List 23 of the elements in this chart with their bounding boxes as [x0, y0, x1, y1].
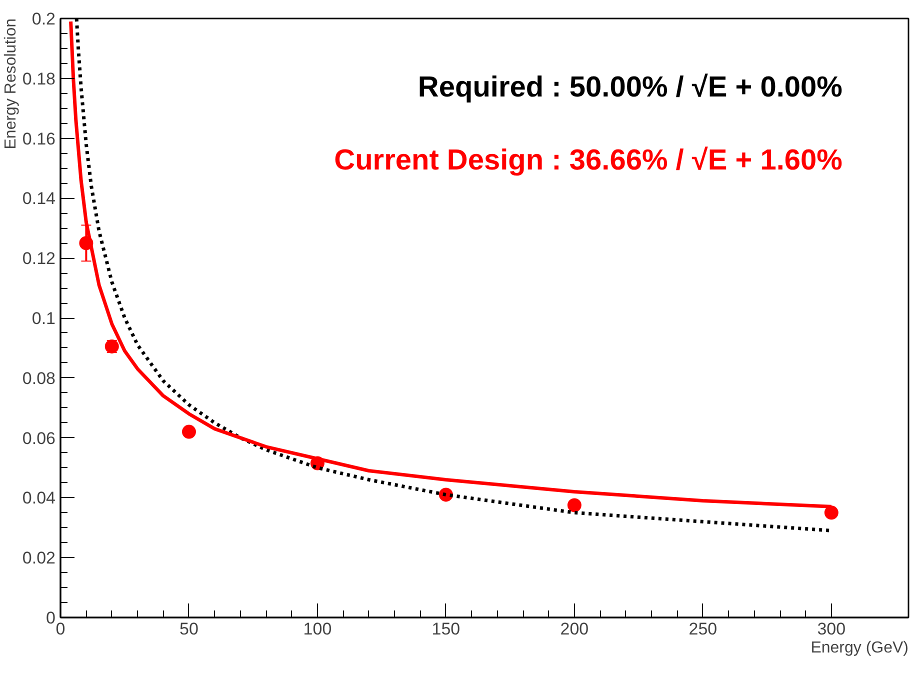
- x-tick-label: 250: [688, 620, 718, 638]
- point: [824, 506, 838, 520]
- text: Current Design : 36.66% / √E + 1.60%: [334, 144, 843, 176]
- text: Required : 50.00% / √E + 0.00%: [418, 72, 843, 104]
- y-tick-label: 0.2: [32, 10, 56, 28]
- x-tick-label: 150: [432, 620, 460, 638]
- x-tick-label: 300: [817, 620, 846, 638]
- y-tick-label: 0.12: [22, 249, 56, 268]
- y-tick-label: 0.1: [32, 309, 56, 328]
- y-tick-label: 0.06: [22, 428, 56, 448]
- x-tick-label: 50: [180, 620, 198, 638]
- y-axis-title: Energy Resolution: [2, 18, 20, 150]
- y-tick-label: 0.08: [22, 368, 56, 388]
- y-tick-label: 0.04: [22, 488, 56, 508]
- y-tick-label: 0.18: [22, 69, 56, 88]
- x-tick-label: 200: [560, 620, 589, 638]
- x-axis-title: Energy (GeV): [810, 640, 908, 656]
- x-tick-label: 100: [303, 620, 332, 638]
- y-tick-label: 0.14: [22, 189, 56, 208]
- y-tick-label: 0.02: [22, 548, 56, 568]
- point: [567, 498, 582, 512]
- point: [182, 424, 196, 439]
- y-tick-label: 0.16: [22, 129, 56, 148]
